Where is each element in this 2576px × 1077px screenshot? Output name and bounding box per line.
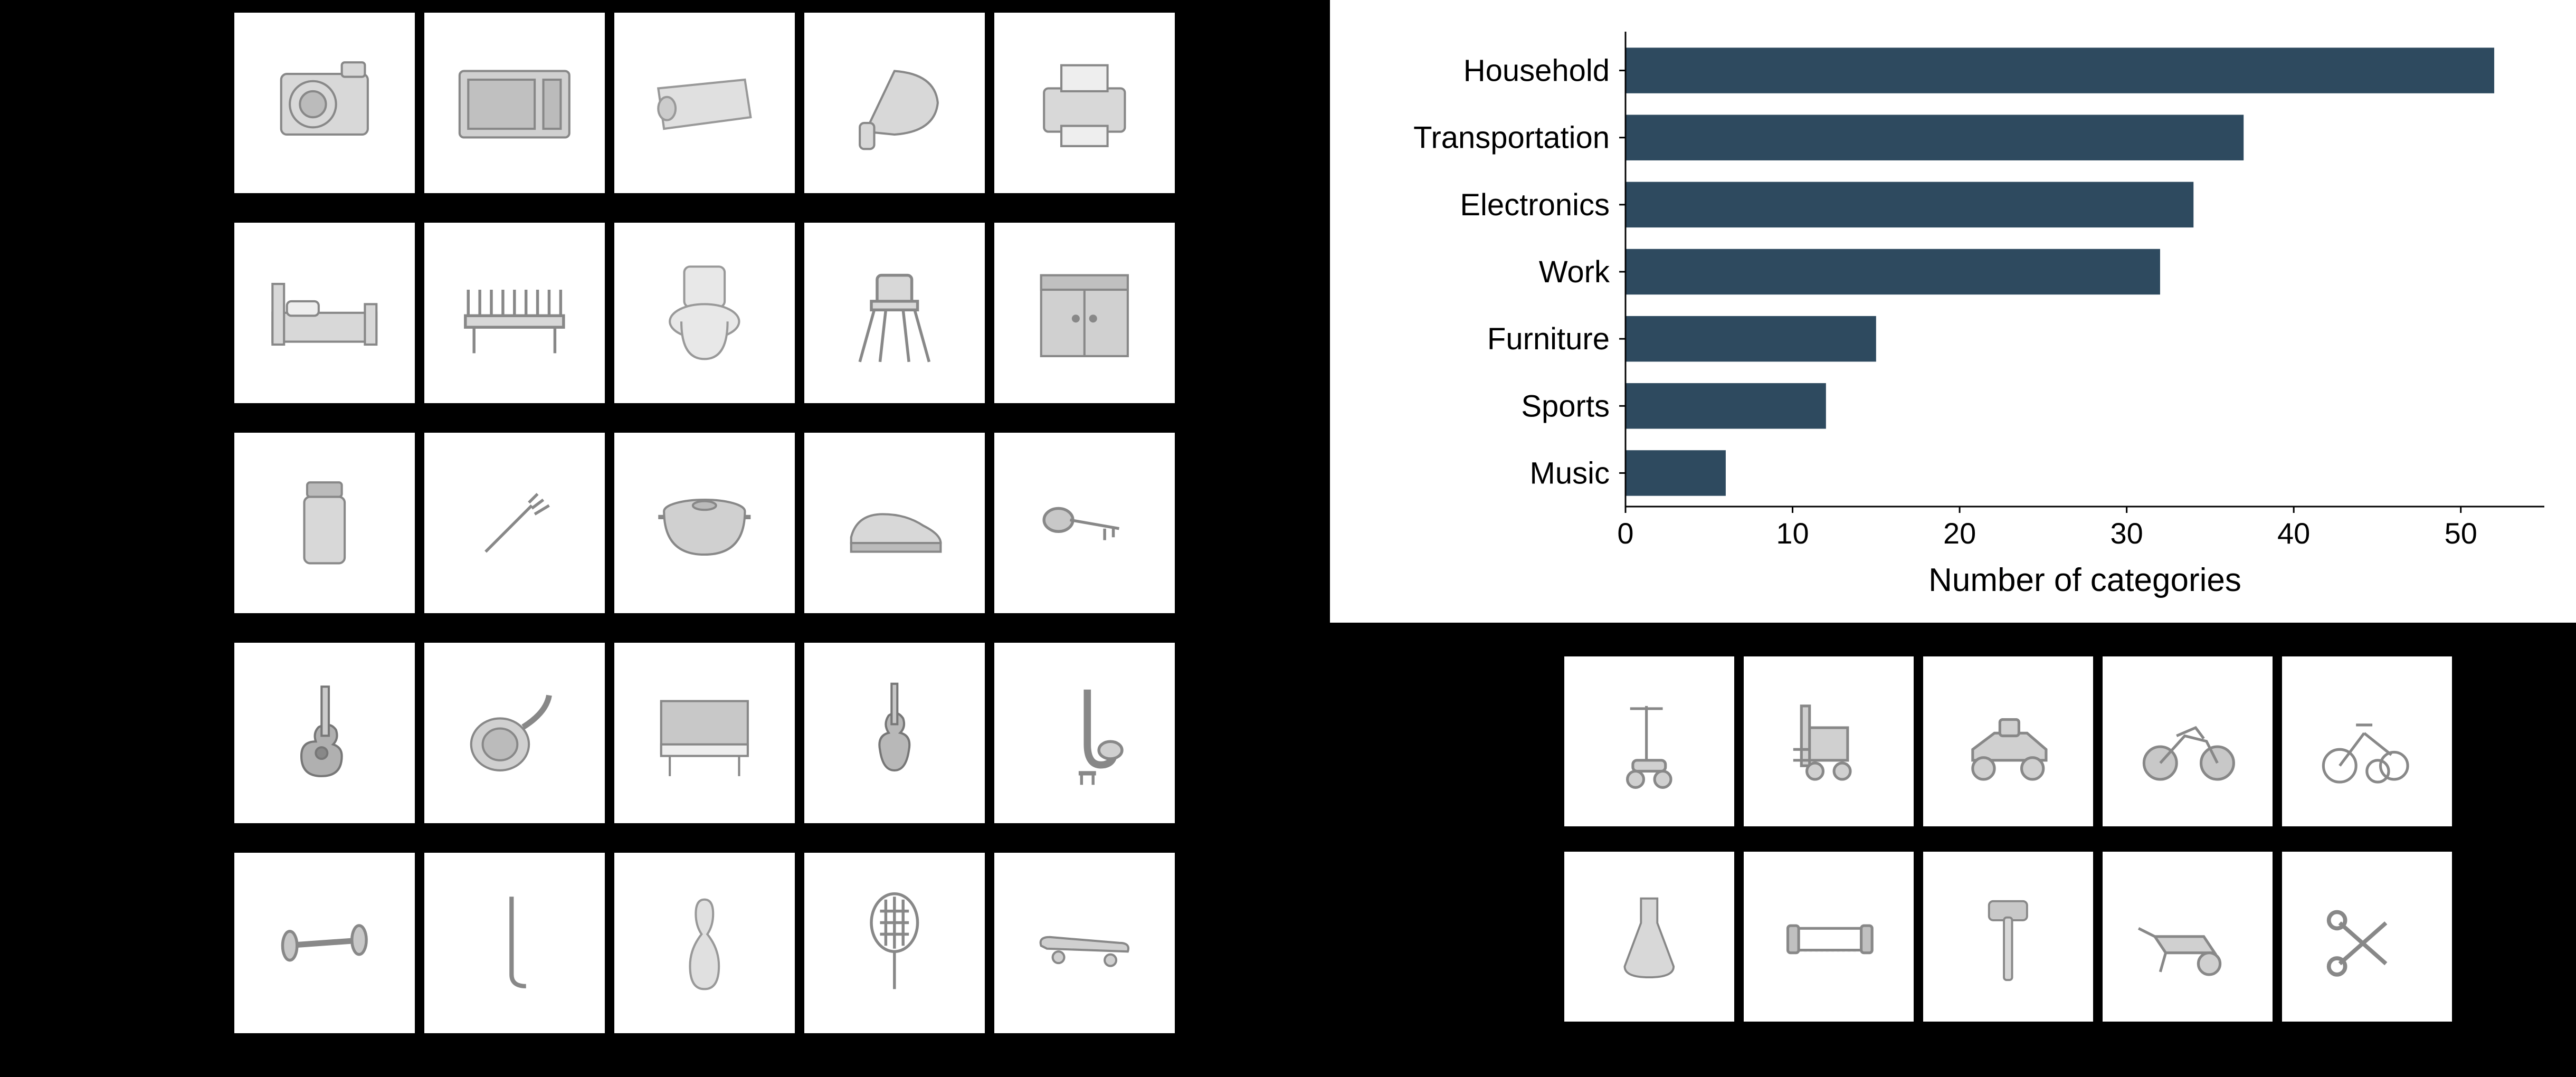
chart-bar (1626, 182, 2193, 227)
object-microwave (422, 11, 607, 195)
category-bar-chart: Household Transportation Electronics Work Fu… (1330, 0, 2576, 623)
chart-bar (1626, 47, 2494, 93)
object-motorcycle (2100, 654, 2275, 828)
object-barbell (232, 851, 417, 1035)
object-highchair (802, 221, 987, 405)
object-pot (612, 431, 797, 615)
chart-xtick-label: 50 (2445, 517, 2477, 550)
object-piano (612, 641, 797, 825)
chart-category-label: Electronics (1460, 188, 1610, 222)
left-object-grid (232, 11, 1256, 1061)
grid-row (232, 11, 1256, 195)
chart-bar (1626, 316, 1876, 361)
object-bowling-pin (612, 851, 797, 1035)
chart-xlabel: Number of categories (1928, 562, 2241, 598)
object-tricycle (2280, 654, 2454, 828)
chart-bar (1626, 115, 2244, 160)
grid-row (232, 221, 1256, 405)
object-bed (232, 221, 417, 405)
object-cabinet (992, 221, 1177, 405)
chart-area: Household Transportation Electronics Work Fu… (1330, 0, 2576, 623)
grid-row (232, 851, 1256, 1035)
object-tennis-racket (802, 851, 987, 1035)
object-megaphone (802, 11, 987, 195)
object-flask (1562, 850, 1736, 1024)
object-wheelbarrow (2100, 850, 2275, 1024)
chart-category-label: Sports (1521, 389, 1610, 423)
grid-row (1562, 654, 2560, 828)
chart-bar (1626, 249, 2160, 294)
object-fork (422, 431, 607, 615)
object-scissors (2280, 850, 2454, 1024)
chart-xtick-label: 30 (2110, 517, 2143, 550)
chart-xtick-label: 20 (1943, 517, 1976, 550)
object-violin (802, 641, 987, 825)
chart-bar (1626, 383, 1826, 428)
object-hockey-stick (422, 851, 607, 1035)
object-forklift (1742, 654, 1916, 828)
object-hammer (1921, 850, 2095, 1024)
chart-category-label: Transportation (1413, 121, 1610, 155)
object-horn (422, 641, 607, 825)
grid-row (1562, 850, 2560, 1024)
object-toilet (612, 221, 797, 405)
chart-category-label: Work (1539, 255, 1610, 289)
grid-row (232, 641, 1256, 825)
chart-category-label: Music (1530, 456, 1610, 490)
object-projector (612, 11, 797, 195)
object-printer (992, 11, 1177, 195)
grid-row (232, 431, 1256, 615)
chart-bar (1626, 450, 1726, 495)
chart-xtick-label: 10 (1776, 517, 1809, 550)
chart-xtick-label: 40 (2277, 517, 2310, 550)
object-shoe (802, 431, 987, 615)
right-object-grid (1562, 654, 2560, 1045)
object-go-kart (1921, 654, 2095, 828)
chart-category-label: Furniture (1487, 322, 1610, 356)
chart-xtick-label: 0 (1617, 517, 1633, 550)
chart-category-label: Household (1463, 54, 1610, 88)
object-guitar (232, 641, 417, 825)
object-saxophone (992, 641, 1177, 825)
object-bench (422, 221, 607, 405)
object-scooter (1562, 654, 1736, 828)
object-jar (232, 431, 417, 615)
object-handsaw (1742, 850, 1916, 1024)
object-key (992, 431, 1177, 615)
object-skateboard (992, 851, 1177, 1035)
object-camera (232, 11, 417, 195)
